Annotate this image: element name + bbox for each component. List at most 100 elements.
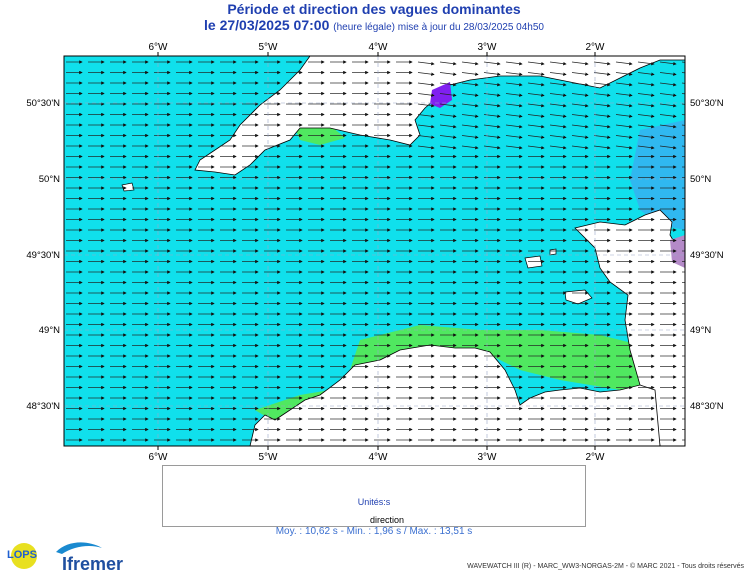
direction-arrow: [483, 103, 501, 108]
direction-arrow: [483, 135, 501, 139]
direction-arrow: [615, 93, 633, 97]
svg-text:LOPS: LOPS: [7, 549, 37, 561]
direction-arrow: [571, 114, 589, 118]
direction-arrow: [549, 135, 567, 139]
land-england: [194, 56, 685, 176]
direction-arrow: [637, 93, 655, 97]
lat-label-right: 50°30'N: [690, 98, 724, 109]
direction-arrow: [659, 124, 677, 129]
island-sark: [549, 248, 557, 256]
stats-line: Moy. : 10,62 s - Min. : 1,96 s / Max. : …: [275, 526, 473, 537]
direction-arrow: [527, 124, 545, 129]
direction-arrow: [571, 124, 589, 129]
direction-arrow: [461, 61, 479, 66]
lon-label-bottom: 2°W: [586, 452, 606, 463]
direction-arrow: [505, 72, 523, 76]
direction-arrow: [417, 82, 435, 87]
direction-arrow: [549, 72, 567, 76]
direction-arrow: [659, 114, 677, 118]
direction-arrow: [593, 103, 611, 108]
direction-arrow: [483, 61, 501, 66]
subtitle-note: (heure légale) mise à jour du 28/03/2025…: [333, 22, 544, 33]
direction-arrow: [461, 135, 479, 139]
map-title: Période et direction des vagues dominant…: [227, 1, 521, 17]
lon-label-top: 4°W: [369, 42, 389, 53]
sea-zone-cornwall: [295, 125, 345, 145]
unit-label: Unités:s: [357, 497, 391, 507]
lon-label-bottom: 6°W: [149, 452, 169, 463]
direction-arrow: [593, 93, 611, 97]
lat-label-right: 48°30'N: [690, 401, 724, 412]
direction-arrow: [593, 61, 611, 66]
direction-arrow: [659, 145, 677, 150]
direction-arrow: [483, 82, 501, 87]
direction-arrow: [439, 93, 457, 97]
lat-label-right: 49°30'N: [690, 250, 724, 261]
direction-arrow: [527, 103, 545, 108]
axis-labels: 6°W 6°W 5°W 5°W 4°W 4°W 3°W 3°W 2°W 2°W 50°30'N 50°…: [26, 42, 723, 463]
direction-arrow: [439, 82, 457, 87]
direction-arrow: [483, 93, 501, 97]
direction-arrow: [505, 145, 523, 150]
direction-arrow: [615, 114, 633, 118]
direction-arrow: [527, 93, 545, 97]
direction-arrow: [637, 103, 655, 108]
direction-arrow: [417, 135, 435, 139]
direction-arrow: [527, 145, 545, 150]
direction-arrow: [439, 114, 457, 118]
direction-arrow: [615, 135, 633, 139]
direction-arrow: [549, 114, 567, 118]
subtitle-date: le 27/03/2025 07:00: [204, 17, 330, 33]
direction-arrow: [505, 82, 523, 87]
direction-arrow: [549, 61, 567, 66]
direction-arrow: [571, 135, 589, 139]
direction-arrow: [549, 124, 567, 129]
direction-arrow: [593, 82, 611, 87]
direction-arrow: [483, 114, 501, 118]
direction-arrow: [615, 103, 633, 108]
direction-arrow: [439, 145, 457, 150]
lat-label-left: 50°30'N: [26, 98, 60, 109]
lat-label-left: 49°30'N: [26, 250, 60, 261]
direction-arrow: [593, 135, 611, 139]
sea-zone-long-period: [350, 325, 655, 390]
direction-arrow: [439, 135, 457, 139]
direction-arrow: [549, 82, 567, 87]
direction-arrow: [659, 93, 677, 97]
direction-arrow: [549, 145, 567, 150]
direction-arrow: [659, 135, 677, 139]
direction-arrow: [527, 82, 545, 87]
direction-arrow: [417, 72, 435, 76]
lon-label-top: 3°W: [478, 42, 498, 53]
direction-arrow: [615, 72, 633, 76]
lat-label-right: 49°N: [690, 325, 711, 336]
direction-arrow: [505, 61, 523, 66]
island-guernsey: [524, 255, 543, 269]
direction-arrow: [483, 145, 501, 150]
direction-label: direction: [369, 515, 405, 525]
direction-arrow: [615, 61, 633, 66]
direction-arrows: [66, 60, 685, 442]
direction-arrow: [439, 103, 457, 108]
direction-arrow: [571, 72, 589, 76]
direction-arrow: [483, 124, 501, 129]
direction-arrow: [659, 82, 677, 87]
map-frame: [63, 55, 686, 447]
land-normandy: [574, 209, 685, 446]
lon-label-bottom: 5°W: [259, 452, 279, 463]
direction-arrow: [461, 114, 479, 118]
direction-arrow: [439, 72, 457, 76]
direction-arrow: [659, 103, 677, 108]
direction-arrow: [505, 114, 523, 118]
svg-text:Ifremer: Ifremer: [62, 554, 123, 574]
direction-arrow: [417, 61, 435, 66]
direction-arrow: [637, 145, 655, 150]
graticule: [64, 52, 685, 450]
direction-arrow: [571, 103, 589, 108]
direction-arrow: [439, 124, 457, 129]
direction-arrow: [593, 72, 611, 76]
direction-arrow: [615, 145, 633, 150]
direction-arrow: [637, 72, 655, 76]
direction-arrow: [593, 124, 611, 129]
